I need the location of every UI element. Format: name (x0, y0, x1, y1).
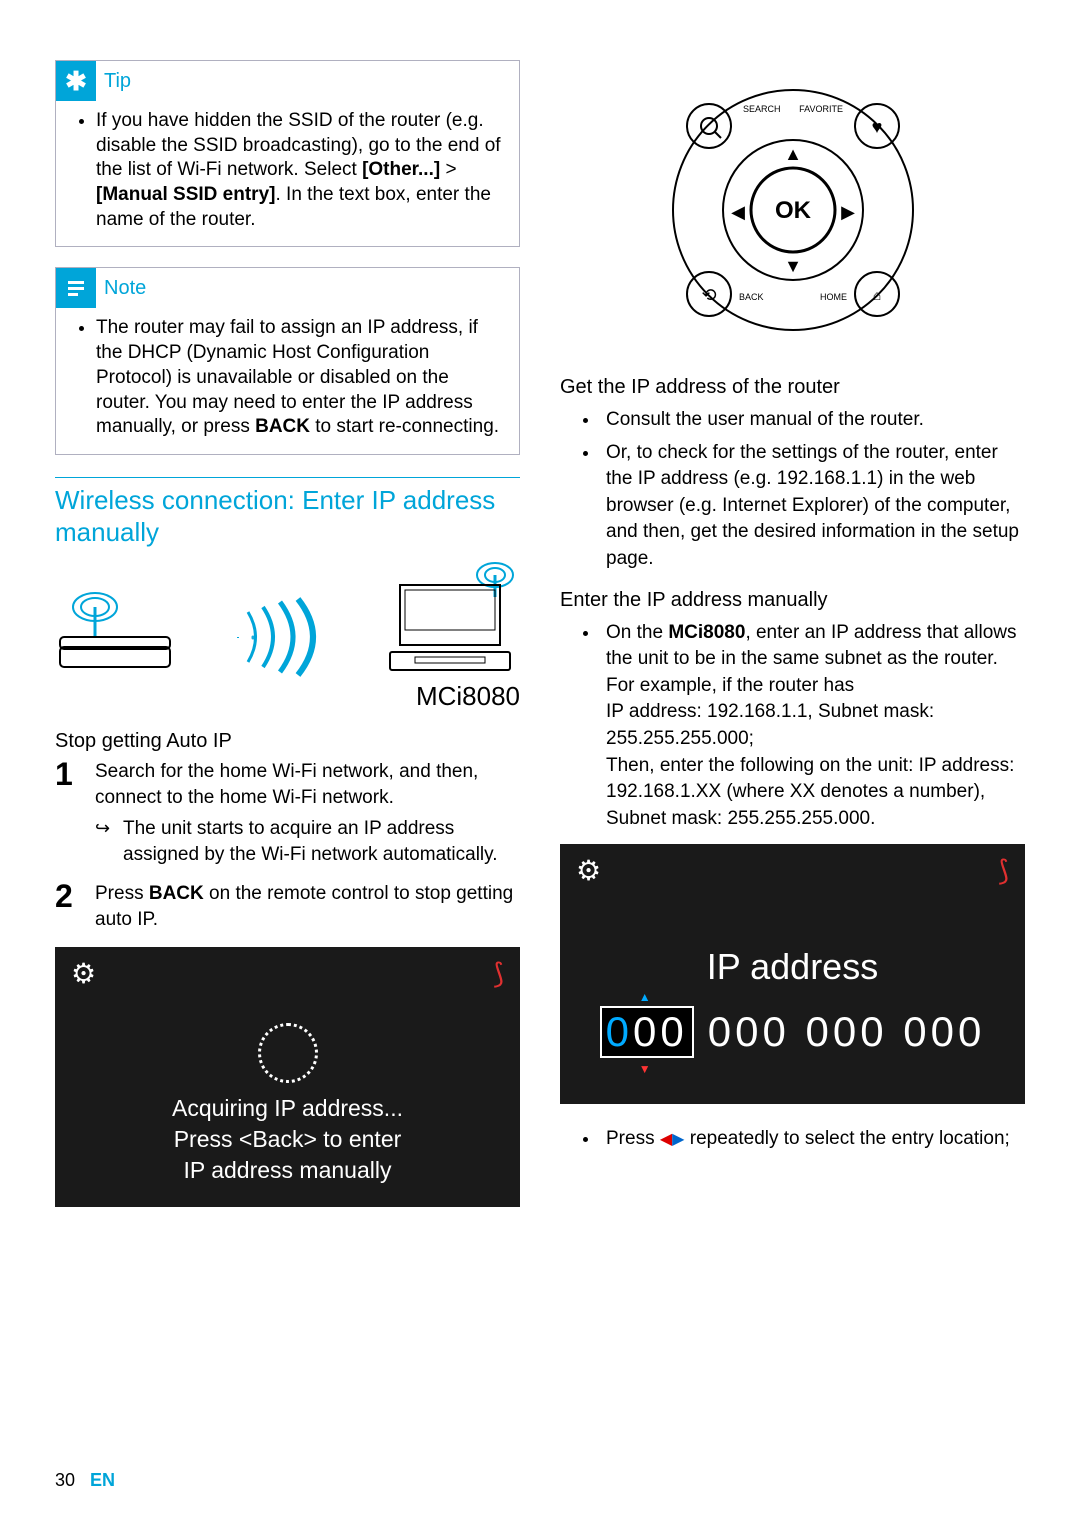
section-title: Wireless connection: Enter IP address ma… (55, 484, 520, 549)
svg-text:▲: ▲ (784, 144, 802, 164)
step-2-pre: Press (95, 883, 149, 904)
enter-ip-p2: For example, if the router has (606, 673, 1025, 700)
get-ip-heading: Get the IP address of the router (560, 376, 1025, 399)
stop-auto-ip-heading: Stop getting Auto IP (55, 730, 520, 753)
screen2-header: ⚙ ⟆ (560, 844, 1025, 897)
wifi-waves-icon (218, 597, 328, 677)
note-text: The router may fail to assign an IP addr… (96, 316, 507, 439)
note-icon (56, 268, 96, 308)
note-bold1: BACK (255, 416, 310, 437)
tip-text: If you have hidden the SSID of the route… (96, 109, 507, 232)
svg-text:⌂: ⌂ (872, 287, 880, 303)
screen1-header: ⚙ ⟆ (55, 947, 520, 1000)
get-ip-list: Consult the user manual of the router. O… (560, 407, 1025, 573)
spinner-icon (258, 1023, 318, 1083)
ip-address-screen: ⚙ ⟆ IP address 000 000 000 000 (560, 844, 1025, 1104)
screen1-line3: IP address manually (172, 1155, 403, 1186)
step-1-text: Search for the home Wi-Fi network, and t… (95, 761, 478, 808)
tip-label: Tip (104, 70, 131, 93)
step-1-num: 1 (55, 753, 73, 796)
screen1-line2: Press <Back> to enter (172, 1124, 403, 1155)
get-ip-item-1: Consult the user manual of the router. (600, 407, 1025, 434)
enter-ip-bold: MCi8080 (668, 622, 745, 643)
screen1-line1: Acquiring IP address... (172, 1093, 403, 1124)
device-label: MCi8080 (55, 681, 520, 712)
gear-icon: ⚙ (576, 854, 601, 887)
section-rule (55, 477, 520, 478)
signal-icon: ⟆ (998, 854, 1009, 887)
enter-ip-p3: IP address: 192.168.1.1, Subnet mask: 25… (606, 699, 1025, 752)
steps-list: 1 Search for the home Wi-Fi network, and… (55, 759, 520, 933)
home-label: HOME (820, 292, 847, 302)
ok-button: OK (775, 197, 812, 224)
screen2-digits: 000 000 000 000 (600, 1006, 986, 1058)
press-arrows-pre: Press (606, 1128, 660, 1149)
left-column: ✱ Tip If you have hidden the SSID of the… (55, 60, 520, 1207)
favorite-label: FAVORITE (799, 104, 843, 114)
step-1-result: The unit starts to acquire an IP address… (95, 816, 520, 867)
svg-text:⟲: ⟲ (701, 285, 716, 305)
asterisk-icon: ✱ (56, 61, 96, 101)
ip-first-octet: 000 (600, 1006, 694, 1058)
page-content: ✱ Tip If you have hidden the SSID of the… (55, 60, 1025, 1207)
right-column: OK ▲ ▼ ◀ ▶ SEARCH ♥ FAVORITE ⟲ BACK ⌂ HO… (560, 60, 1025, 1207)
screen1-text: Acquiring IP address... Press <Back> to … (172, 1093, 403, 1186)
search-label: SEARCH (743, 104, 781, 114)
step-2: 2 Press BACK on the remote control to st… (55, 881, 520, 932)
enter-ip-heading: Enter the IP address manually (560, 589, 1025, 612)
page-footer: 30 EN (55, 1470, 115, 1491)
screen2-body: IP address 000 000 000 000 (560, 897, 1025, 1107)
enter-ip-pre: On the (606, 622, 668, 643)
note-header: Note (56, 268, 519, 308)
left-right-arrows-icon: ◀▶ (660, 1131, 685, 1148)
press-arrows-list: Press ◀▶ repeatedly to select the entry … (560, 1126, 1025, 1153)
note-text-post: to start re-connecting. (310, 416, 499, 437)
tip-text-mid: > (440, 159, 456, 180)
screen1-body: Acquiring IP address... Press <Back> to … (55, 1000, 520, 1210)
signal-icon: ⟆ (493, 957, 504, 990)
enter-ip-p4: Then, enter the following on the unit: I… (606, 753, 1025, 833)
tip-callout: ✱ Tip If you have hidden the SSID of the… (55, 60, 520, 247)
press-arrows-item: Press ◀▶ repeatedly to select the entry … (600, 1126, 1025, 1153)
tip-header: ✱ Tip (56, 61, 519, 101)
tip-bold1: [Other...] (362, 159, 440, 180)
ip-rest-octets: 000 000 000 (708, 1008, 986, 1056)
enter-ip-item: On the MCi8080, enter an IP address that… (600, 620, 1025, 833)
lang-code: EN (90, 1470, 115, 1490)
tip-bold2: [Manual SSID entry] (96, 184, 275, 205)
acquiring-ip-screen: ⚙ ⟆ Acquiring IP address... Press <Back>… (55, 947, 520, 1207)
step-2-num: 2 (55, 875, 73, 918)
press-arrows-post: repeatedly to select the entry location; (684, 1128, 1009, 1149)
get-ip-item-2: Or, to check for the settings of the rou… (600, 440, 1025, 573)
note-label: Note (104, 277, 146, 300)
svg-text:▶: ▶ (841, 202, 855, 222)
step-2-bold: BACK (149, 883, 204, 904)
screen2-title: IP address (707, 946, 878, 988)
device-icon (370, 557, 520, 677)
svg-text:▼: ▼ (784, 256, 802, 276)
back-label: BACK (739, 292, 764, 302)
page-number: 30 (55, 1470, 75, 1490)
enter-ip-list: On the MCi8080, enter an IP address that… (560, 620, 1025, 833)
step-1: 1 Search for the home Wi-Fi network, and… (55, 759, 520, 868)
svg-text:◀: ◀ (731, 202, 745, 222)
gear-icon: ⚙ (71, 957, 96, 990)
connection-diagram (55, 557, 520, 677)
remote-control-diagram: OK ▲ ▼ ◀ ▶ SEARCH ♥ FAVORITE ⟲ BACK ⌂ HO… (560, 60, 1025, 360)
router-icon (55, 577, 175, 677)
svg-text:♥: ♥ (871, 117, 882, 137)
note-callout: Note The router may fail to assign an IP… (55, 267, 520, 454)
